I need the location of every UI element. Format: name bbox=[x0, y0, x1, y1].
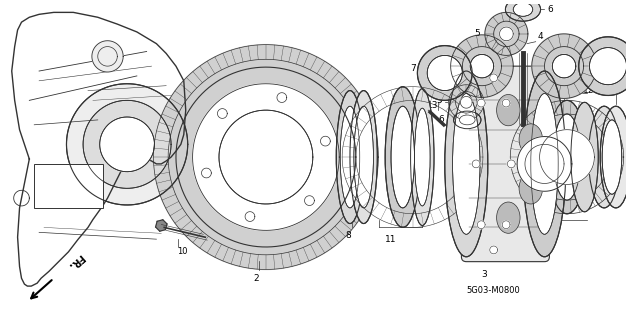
Polygon shape bbox=[508, 160, 515, 168]
Text: 6: 6 bbox=[438, 115, 444, 124]
Text: 11: 11 bbox=[385, 235, 397, 244]
Polygon shape bbox=[67, 84, 188, 205]
Text: 3: 3 bbox=[481, 270, 487, 279]
Text: 1: 1 bbox=[474, 106, 480, 115]
Text: 9: 9 bbox=[617, 82, 623, 91]
Text: 1: 1 bbox=[561, 106, 567, 115]
Polygon shape bbox=[305, 196, 314, 205]
Polygon shape bbox=[540, 130, 595, 184]
Ellipse shape bbox=[340, 106, 360, 208]
Ellipse shape bbox=[336, 91, 364, 224]
Polygon shape bbox=[552, 55, 576, 78]
Ellipse shape bbox=[391, 106, 415, 208]
Polygon shape bbox=[451, 35, 513, 97]
Polygon shape bbox=[579, 37, 637, 95]
Text: 5G03-M0800: 5G03-M0800 bbox=[467, 286, 520, 295]
FancyBboxPatch shape bbox=[461, 66, 549, 262]
Polygon shape bbox=[193, 84, 339, 230]
Ellipse shape bbox=[452, 93, 480, 234]
Ellipse shape bbox=[350, 91, 378, 224]
Polygon shape bbox=[219, 110, 313, 204]
Ellipse shape bbox=[497, 202, 520, 233]
Ellipse shape bbox=[411, 89, 434, 226]
Polygon shape bbox=[321, 136, 330, 146]
Bar bbox=[34, 164, 102, 208]
Polygon shape bbox=[202, 168, 211, 178]
Ellipse shape bbox=[531, 93, 558, 234]
Polygon shape bbox=[490, 246, 497, 254]
Polygon shape bbox=[477, 221, 485, 229]
Polygon shape bbox=[100, 117, 154, 172]
Polygon shape bbox=[477, 99, 485, 107]
Ellipse shape bbox=[354, 106, 373, 208]
Text: 13: 13 bbox=[428, 101, 439, 110]
Ellipse shape bbox=[506, 0, 541, 21]
Text: 12: 12 bbox=[583, 86, 594, 95]
Ellipse shape bbox=[454, 111, 481, 129]
Polygon shape bbox=[92, 41, 123, 72]
Ellipse shape bbox=[513, 3, 532, 16]
Text: 7: 7 bbox=[411, 63, 417, 73]
Polygon shape bbox=[502, 221, 510, 229]
Polygon shape bbox=[470, 55, 493, 78]
Ellipse shape bbox=[497, 94, 520, 126]
Text: 5: 5 bbox=[436, 96, 442, 105]
Ellipse shape bbox=[385, 87, 420, 227]
Polygon shape bbox=[589, 48, 627, 85]
Polygon shape bbox=[156, 220, 167, 231]
Polygon shape bbox=[427, 56, 462, 91]
Text: 6: 6 bbox=[547, 5, 553, 14]
Ellipse shape bbox=[519, 124, 543, 155]
Polygon shape bbox=[472, 160, 480, 168]
Text: 4: 4 bbox=[538, 32, 543, 41]
Text: 2: 2 bbox=[253, 274, 259, 283]
Polygon shape bbox=[417, 46, 472, 100]
Polygon shape bbox=[218, 109, 227, 118]
Polygon shape bbox=[83, 100, 171, 188]
Polygon shape bbox=[485, 12, 528, 56]
Polygon shape bbox=[460, 96, 472, 108]
Polygon shape bbox=[500, 27, 513, 41]
Polygon shape bbox=[245, 211, 255, 221]
Ellipse shape bbox=[415, 108, 430, 206]
Polygon shape bbox=[449, 85, 484, 120]
Ellipse shape bbox=[600, 106, 632, 208]
Text: FR.: FR. bbox=[65, 251, 86, 271]
Polygon shape bbox=[517, 137, 572, 191]
Ellipse shape bbox=[519, 173, 543, 204]
Polygon shape bbox=[277, 93, 287, 102]
Polygon shape bbox=[502, 99, 510, 107]
Polygon shape bbox=[154, 45, 378, 270]
Ellipse shape bbox=[554, 114, 580, 200]
Ellipse shape bbox=[571, 102, 598, 212]
Ellipse shape bbox=[602, 120, 621, 194]
Polygon shape bbox=[532, 34, 596, 98]
Text: 10: 10 bbox=[177, 247, 188, 256]
Ellipse shape bbox=[547, 100, 586, 214]
Text: 8: 8 bbox=[345, 231, 351, 240]
Ellipse shape bbox=[460, 115, 475, 125]
Polygon shape bbox=[12, 12, 186, 286]
Ellipse shape bbox=[589, 106, 620, 208]
Ellipse shape bbox=[523, 71, 566, 257]
Polygon shape bbox=[490, 74, 497, 82]
Ellipse shape bbox=[445, 71, 488, 257]
Ellipse shape bbox=[523, 148, 547, 180]
Text: 5: 5 bbox=[474, 29, 480, 38]
